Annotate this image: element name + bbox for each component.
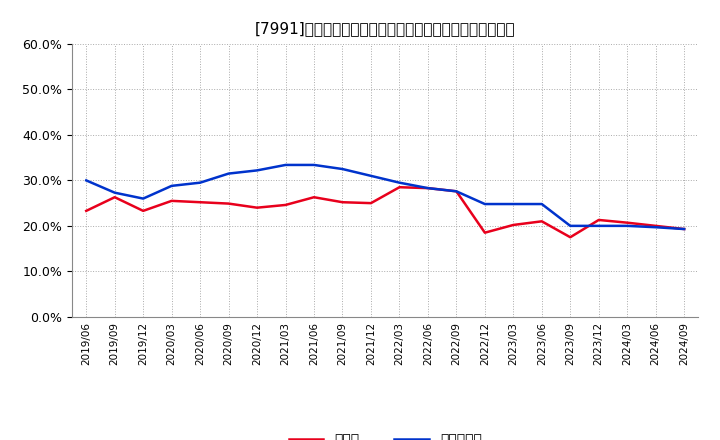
有利子負債 [139, 196, 148, 201]
有利子負債 [310, 162, 318, 168]
現頲金 [338, 200, 347, 205]
現頲金 [566, 235, 575, 240]
現頲金 [595, 217, 603, 223]
有利子負債 [452, 189, 461, 194]
現頲金 [139, 208, 148, 213]
有利子負債 [423, 186, 432, 191]
Line: 有利子負債: 有利子負債 [86, 165, 684, 229]
現頲金 [452, 189, 461, 194]
現頲金 [253, 205, 261, 210]
Legend: 現頲金, 有利子負債: 現頲金, 有利子負債 [283, 427, 487, 440]
現頲金 [480, 230, 489, 235]
有利子負債 [680, 227, 688, 232]
有利子負債 [395, 180, 404, 185]
有利子負債 [282, 162, 290, 168]
現頲金 [423, 186, 432, 191]
現頲金 [680, 227, 688, 232]
有利子負債 [537, 202, 546, 207]
現頲金 [282, 202, 290, 208]
現頲金 [196, 200, 204, 205]
有利子負債 [623, 223, 631, 228]
有利子負債 [110, 190, 119, 195]
現頲金 [366, 201, 375, 206]
有利子負債 [82, 178, 91, 183]
有利子負債 [167, 183, 176, 188]
有利子負債 [652, 224, 660, 230]
有利子負債 [338, 166, 347, 172]
有利子負債 [225, 171, 233, 176]
有利子負債 [595, 223, 603, 228]
現頲金 [82, 208, 91, 213]
現頲金 [310, 194, 318, 200]
現頲金 [167, 198, 176, 203]
Line: 現頲金: 現頲金 [86, 187, 684, 237]
現頲金 [537, 219, 546, 224]
現頲金 [110, 194, 119, 200]
現頲金 [225, 201, 233, 206]
現頲金 [652, 223, 660, 228]
現頲金 [395, 185, 404, 190]
有利子負債 [480, 202, 489, 207]
現頲金 [509, 222, 518, 227]
有利子負債 [566, 223, 575, 228]
Title: [7991]　現頲金、有利子負債の総資産に対する比率の推移: [7991] 現頲金、有利子負債の総資産に対する比率の推移 [255, 21, 516, 36]
有利子負債 [196, 180, 204, 185]
現頲金 [623, 220, 631, 225]
有利子負債 [509, 202, 518, 207]
有利子負債 [366, 173, 375, 179]
有利子負債 [253, 168, 261, 173]
